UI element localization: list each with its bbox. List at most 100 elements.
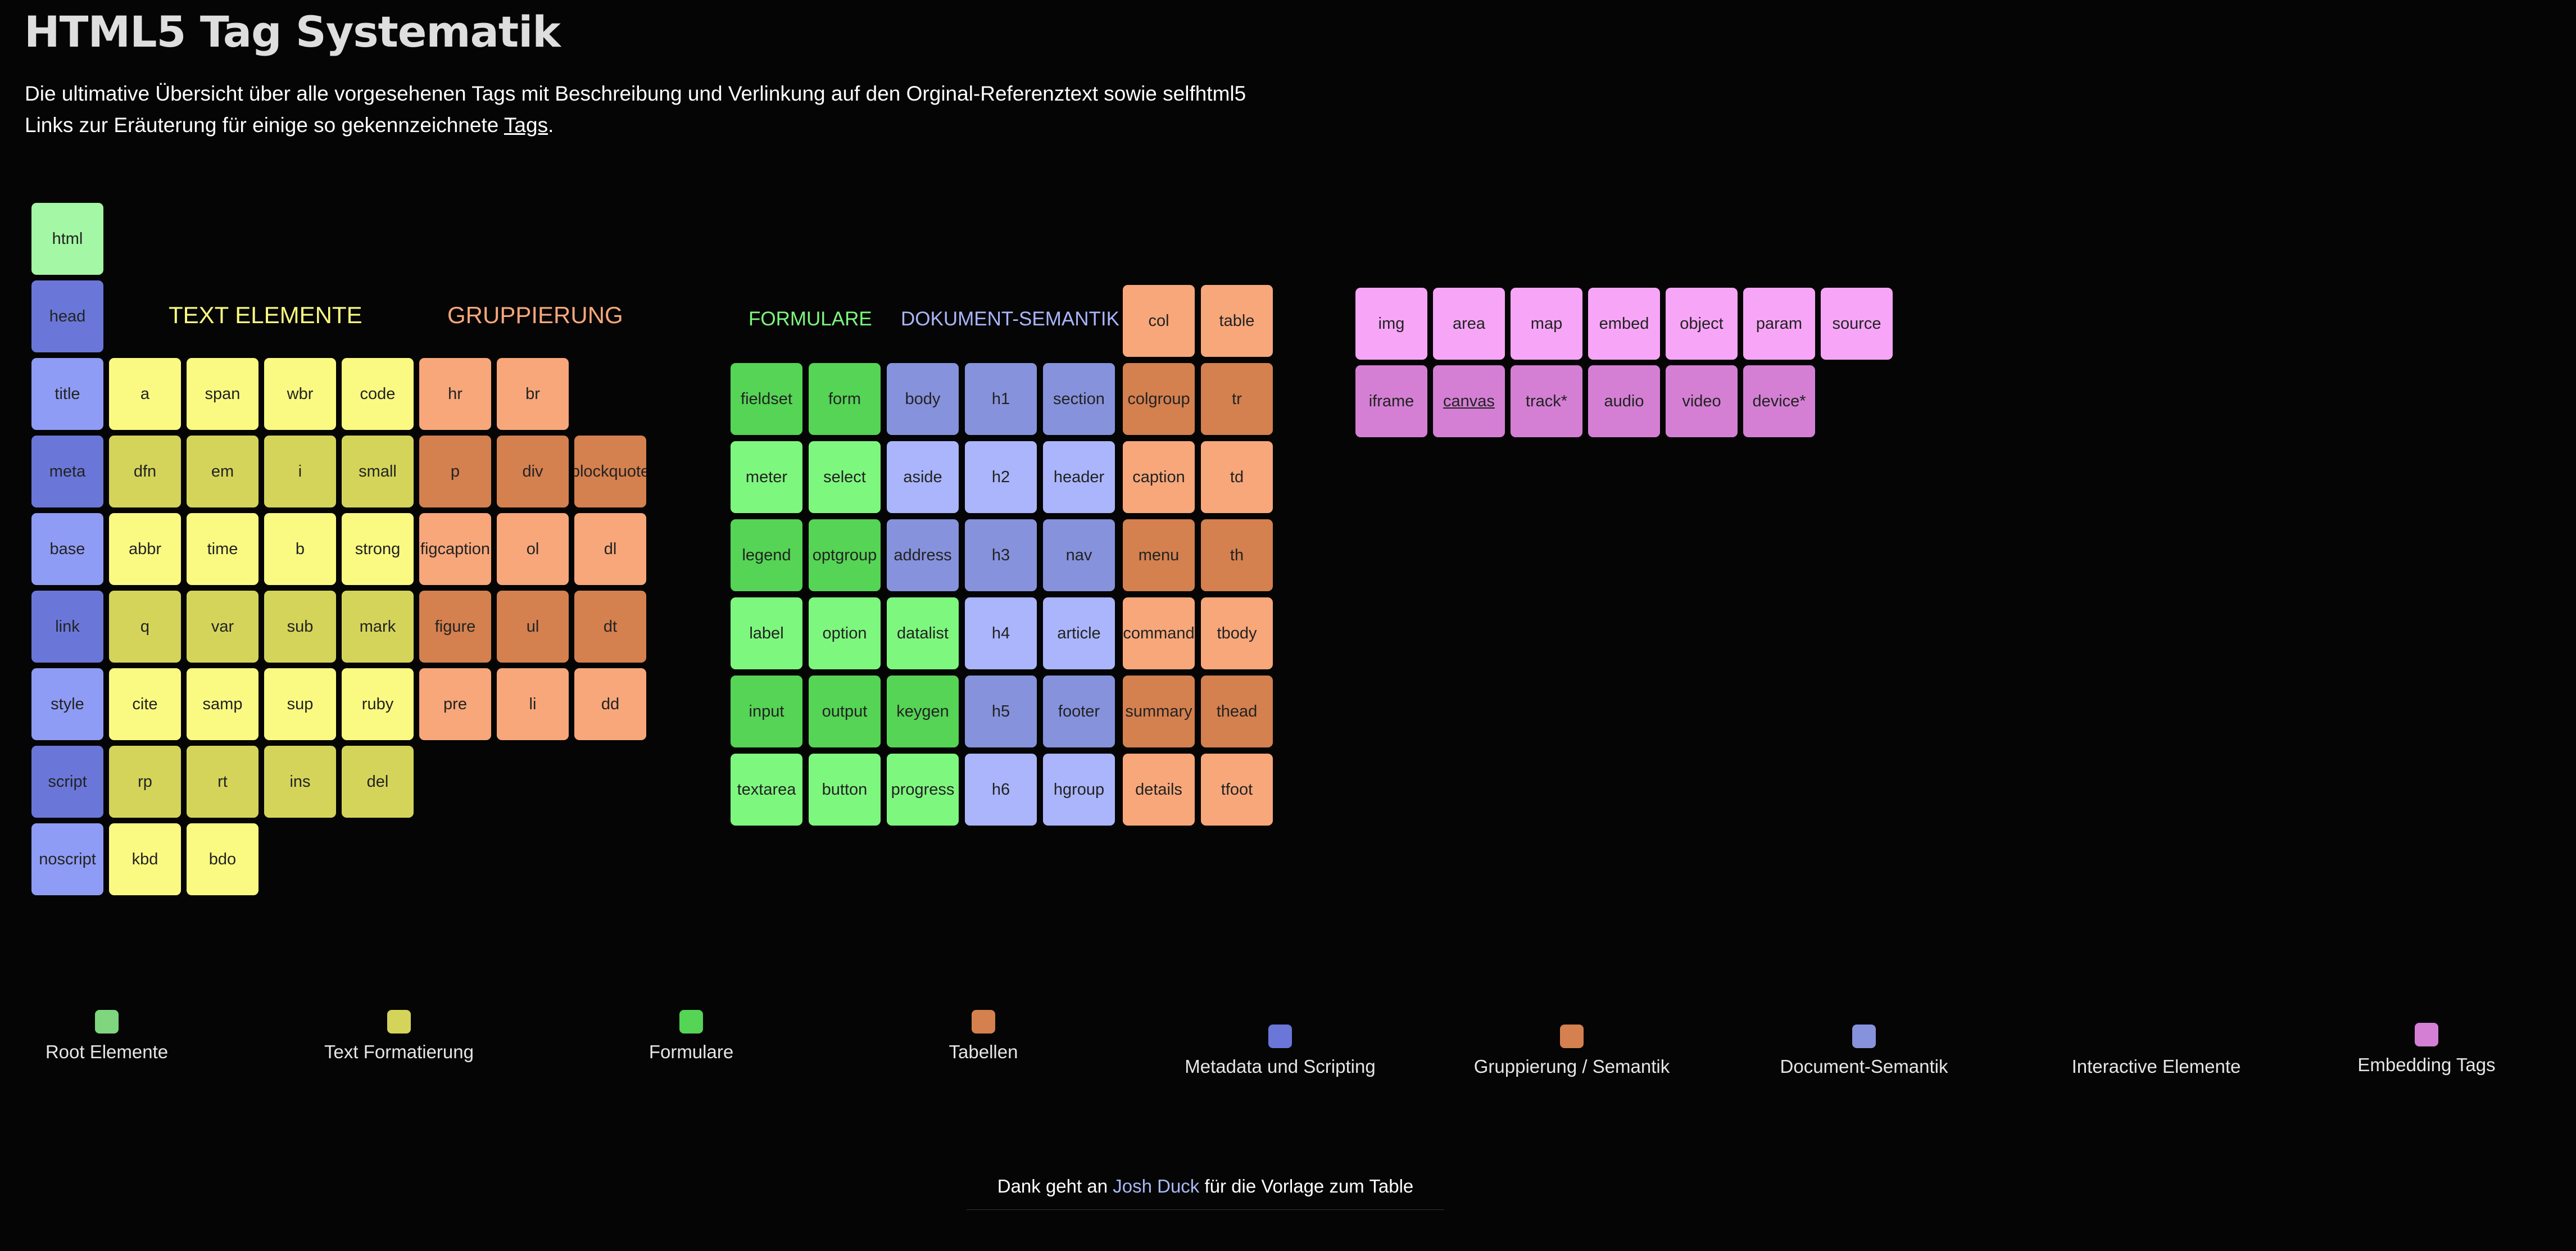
tag-tile-embed[interactable]: embed [1588, 288, 1660, 360]
tag-tile-small[interactable]: small [342, 436, 414, 507]
tag-tile-p[interactable]: p [419, 436, 491, 507]
tag-tile-b[interactable]: b [264, 513, 336, 585]
tag-tile-figcaption[interactable]: figcaption [419, 513, 491, 585]
tag-tile-h2[interactable]: h2 [965, 441, 1037, 513]
tag-tile-details[interactable]: details [1123, 754, 1195, 826]
tag-tile-ul[interactable]: ul [497, 591, 569, 663]
tag-tile-tbody[interactable]: tbody [1201, 597, 1273, 669]
tag-tile-object[interactable]: object [1666, 288, 1738, 360]
tag-tile-input[interactable]: input [731, 676, 802, 747]
tag-tile-col[interactable]: col [1123, 285, 1195, 357]
tag-tile-meter[interactable]: meter [731, 441, 802, 513]
tag-tile-mark[interactable]: mark [342, 591, 414, 663]
tag-tile-sup[interactable]: sup [264, 668, 336, 740]
tag-tile-th[interactable]: th [1201, 519, 1273, 591]
tag-tile-code[interactable]: code [342, 358, 414, 430]
tag-tile-canvas[interactable]: canvas [1433, 365, 1505, 437]
tag-tile-option[interactable]: option [809, 597, 881, 669]
tag-tile-body[interactable]: body [887, 363, 959, 435]
tag-tile-datalist[interactable]: datalist [887, 597, 959, 669]
tag-tile-video[interactable]: video [1666, 365, 1738, 437]
tag-tile-ins[interactable]: ins [264, 746, 336, 818]
tag-tile-wbr[interactable]: wbr [264, 358, 336, 430]
tag-tile-dfn[interactable]: dfn [109, 436, 181, 507]
tag-tile-progress[interactable]: progress [887, 754, 959, 826]
tag-tile-tfoot[interactable]: tfoot [1201, 754, 1273, 826]
tags-link[interactable]: Tags [504, 114, 548, 137]
tag-tile-br[interactable]: br [497, 358, 569, 430]
tag-tile-bdo[interactable]: bdo [187, 823, 258, 895]
tag-tile-style[interactable]: style [31, 668, 103, 740]
tag-tile-title[interactable]: title [31, 358, 103, 430]
tag-tile-link[interactable]: link [31, 591, 103, 663]
tag-tile-label[interactable]: label [731, 597, 802, 669]
tag-tile-rp[interactable]: rp [109, 746, 181, 818]
tag-tile-html[interactable]: html [31, 203, 103, 275]
tag-tile-device[interactable]: device* [1743, 365, 1815, 437]
tag-tile-var[interactable]: var [187, 591, 258, 663]
tag-tile-footer[interactable]: footer [1043, 676, 1115, 747]
tag-tile-strong[interactable]: strong [342, 513, 414, 585]
tag-tile-dl[interactable]: dl [574, 513, 646, 585]
tag-tile-sub[interactable]: sub [264, 591, 336, 663]
tag-tile-div[interactable]: div [497, 436, 569, 507]
tag-tile-ruby[interactable]: ruby [342, 668, 414, 740]
tag-tile-h5[interactable]: h5 [965, 676, 1037, 747]
tag-tile-map[interactable]: map [1511, 288, 1582, 360]
tag-tile-img[interactable]: img [1355, 288, 1427, 360]
tag-tile-script[interactable]: script [31, 746, 103, 818]
tag-tile-select[interactable]: select [809, 441, 881, 513]
tag-tile-iframe[interactable]: iframe [1355, 365, 1427, 437]
tag-tile-rt[interactable]: rt [187, 746, 258, 818]
tag-tile-nav[interactable]: nav [1043, 519, 1115, 591]
tag-tile-header[interactable]: header [1043, 441, 1115, 513]
tag-tile-time[interactable]: time [187, 513, 258, 585]
tag-tile-blockquote[interactable]: blockquote [574, 436, 646, 507]
tag-tile-button[interactable]: button [809, 754, 881, 826]
tag-tile-dd[interactable]: dd [574, 668, 646, 740]
tag-tile-abbr[interactable]: abbr [109, 513, 181, 585]
tag-tile-optgroup[interactable]: optgroup [809, 519, 881, 591]
tag-tile-base[interactable]: base [31, 513, 103, 585]
tag-tile-menu[interactable]: menu [1123, 519, 1195, 591]
tag-tile-h6[interactable]: h6 [965, 754, 1037, 826]
tag-tile-del[interactable]: del [342, 746, 414, 818]
tag-tile-figure[interactable]: figure [419, 591, 491, 663]
tag-tile-section[interactable]: section [1043, 363, 1115, 435]
tag-tile-address[interactable]: address [887, 519, 959, 591]
tag-tile-td[interactable]: td [1201, 441, 1273, 513]
tag-tile-noscript[interactable]: noscript [31, 823, 103, 895]
tag-tile-form[interactable]: form [809, 363, 881, 435]
tag-tile-fieldset[interactable]: fieldset [731, 363, 802, 435]
tag-tile-legend[interactable]: legend [731, 519, 802, 591]
tag-tile-a[interactable]: a [109, 358, 181, 430]
tag-tile-ol[interactable]: ol [497, 513, 569, 585]
tag-tile-samp[interactable]: samp [187, 668, 258, 740]
tag-tile-span[interactable]: span [187, 358, 258, 430]
tag-tile-summary[interactable]: summary [1123, 676, 1195, 747]
tag-tile-hr[interactable]: hr [419, 358, 491, 430]
tag-tile-caption[interactable]: caption [1123, 441, 1195, 513]
tag-tile-textarea[interactable]: textarea [731, 754, 802, 826]
tag-tile-command[interactable]: command [1123, 597, 1195, 669]
tag-tile-audio[interactable]: audio [1588, 365, 1660, 437]
tag-tile-tr[interactable]: tr [1201, 363, 1273, 435]
tag-tile-kbd[interactable]: kbd [109, 823, 181, 895]
tag-tile-table[interactable]: table [1201, 285, 1273, 357]
tag-tile-h3[interactable]: h3 [965, 519, 1037, 591]
josh-duck-link[interactable]: Josh Duck [1113, 1176, 1200, 1196]
tag-tile-meta[interactable]: meta [31, 436, 103, 507]
tag-tile-area[interactable]: area [1433, 288, 1505, 360]
tag-tile-track[interactable]: track* [1511, 365, 1582, 437]
tag-tile-hgroup[interactable]: hgroup [1043, 754, 1115, 826]
tag-tile-output[interactable]: output [809, 676, 881, 747]
tag-tile-thead[interactable]: thead [1201, 676, 1273, 747]
tag-tile-i[interactable]: i [264, 436, 336, 507]
tag-tile-em[interactable]: em [187, 436, 258, 507]
tag-tile-head[interactable]: head [31, 280, 103, 352]
tag-tile-aside[interactable]: aside [887, 441, 959, 513]
tag-tile-h1[interactable]: h1 [965, 363, 1037, 435]
tag-tile-source[interactable]: source [1821, 288, 1893, 360]
tag-tile-keygen[interactable]: keygen [887, 676, 959, 747]
tag-tile-param[interactable]: param [1743, 288, 1815, 360]
